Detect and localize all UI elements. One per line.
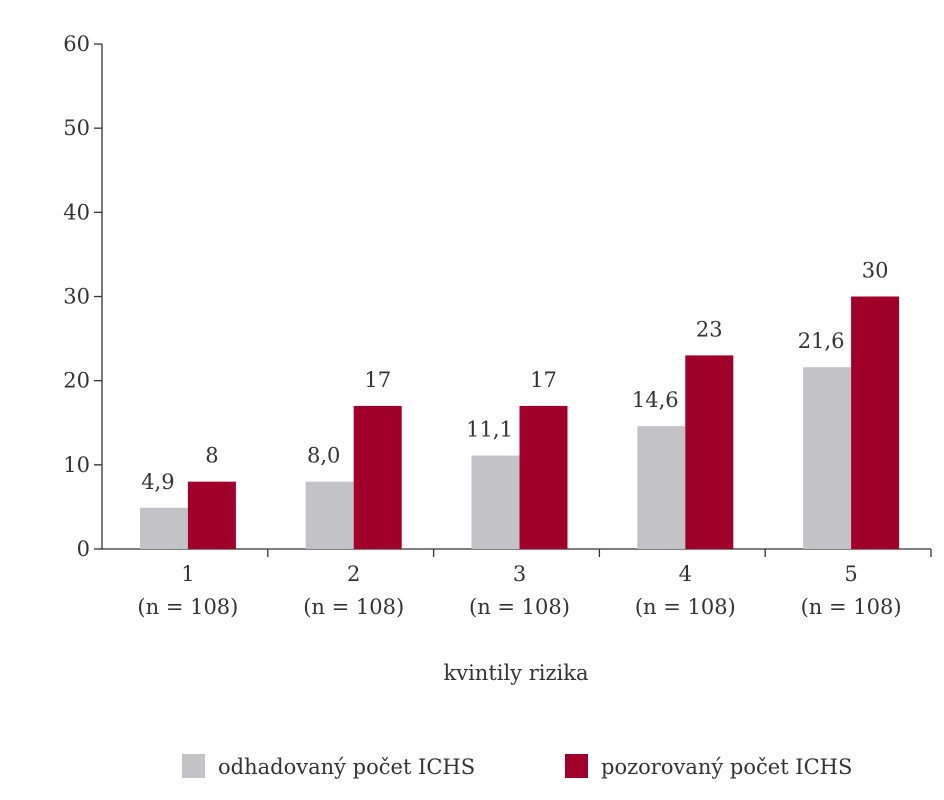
x-tick-sublabel: (n = 108) — [469, 595, 570, 619]
bar-estimated — [139, 507, 188, 549]
bar-estimated — [803, 367, 852, 549]
y-tick-label: 50 — [63, 116, 90, 140]
bar-estimated — [637, 426, 686, 549]
x-tick-label: 4 — [679, 562, 692, 586]
bar-estimated — [305, 481, 354, 549]
data-labels: 4,9 8,0 11,1 14,6 21,6 8 17 17 23 30 — [141, 259, 888, 494]
y-tick-label: 60 — [63, 32, 90, 56]
y-tick-label: 10 — [63, 453, 90, 477]
x-tick-label: 3 — [513, 562, 526, 586]
x-axis-title: kvintily rizika — [443, 661, 588, 685]
x-tick-label: 2 — [347, 562, 360, 586]
y-tick-label: 40 — [63, 200, 90, 224]
data-label-estimated: 11,1 — [466, 418, 513, 442]
data-label-observed: 30 — [862, 259, 889, 283]
bar-observed — [519, 405, 568, 549]
x-tick-sublabel: (n = 108) — [137, 595, 238, 619]
x-tick-sublabel: (n = 108) — [635, 595, 736, 619]
data-label-observed: 8 — [205, 444, 218, 468]
x-tick-label: 5 — [844, 562, 857, 586]
data-label-observed: 17 — [364, 368, 391, 392]
data-label-observed: 23 — [696, 317, 723, 341]
x-tick-label: 1 — [181, 562, 194, 586]
bar-observed — [685, 355, 734, 549]
data-label-estimated: 4,9 — [141, 470, 174, 494]
y-tick-label: 0 — [77, 537, 90, 561]
data-label-estimated: 8,0 — [307, 444, 340, 468]
data-label-estimated: 21,6 — [798, 329, 845, 353]
x-tick-sublabel: (n = 108) — [303, 595, 404, 619]
bar-observed — [187, 481, 236, 549]
y-tick-label: 30 — [63, 285, 90, 309]
bars — [139, 296, 900, 549]
y-tick-label: 20 — [63, 369, 90, 393]
y-axis: 0 10 20 30 40 50 60 — [63, 32, 103, 561]
legend-swatch-observed — [565, 754, 588, 778]
bar-observed — [851, 296, 900, 549]
bar-observed — [353, 405, 402, 549]
legend-label-observed: pozorovaný počet ICHS — [601, 755, 852, 779]
x-tick-sublabel: (n = 108) — [801, 595, 902, 619]
data-label-estimated: 14,6 — [632, 388, 679, 412]
bar-estimated — [471, 455, 520, 549]
legend-label-estimated: odhadovaný počet ICHS — [218, 755, 475, 779]
legend: odhadovaný počet ICHS pozorovaný počet IC… — [182, 754, 852, 779]
legend-swatch-estimated — [182, 754, 205, 778]
x-axis: 1 (n = 108) 2 (n = 108) 3 (n = 108) 4 (n = 108)… — [102, 548, 932, 619]
data-label-observed: 17 — [530, 368, 557, 392]
